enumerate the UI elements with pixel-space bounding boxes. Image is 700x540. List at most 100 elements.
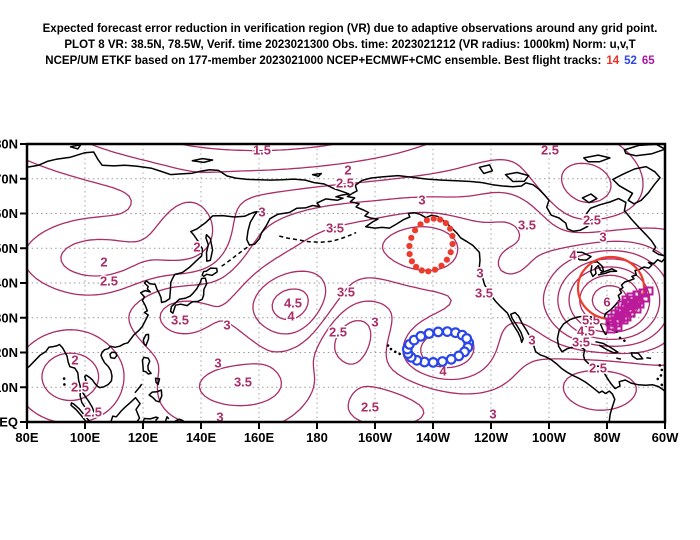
- contour-label-3: 3: [418, 193, 425, 208]
- contour-label-3: 3: [371, 315, 378, 330]
- sulawesi-tip-coastline: [142, 416, 159, 422]
- contour-label-2.5: 2.5: [583, 213, 601, 228]
- halmahera-coastline: [164, 416, 170, 422]
- hawaii-island-dot: [394, 350, 397, 354]
- hawaii-island-dot: [386, 344, 390, 347]
- contour-label-2: 2: [71, 353, 78, 368]
- y-axis-label-40N: 40N: [0, 276, 18, 291]
- lesser-antilles-island-dot: [656, 377, 660, 381]
- contour-label-4: 4: [287, 309, 295, 324]
- y-axis-label-70N: 70N: [0, 171, 18, 186]
- contour-label-3.5: 3.5: [234, 375, 252, 390]
- contour-label-2: 2: [100, 255, 107, 270]
- contour-label-1.5: 1.5: [253, 143, 271, 158]
- flight-track-65-magenta-squares: [605, 286, 654, 334]
- taiwan-coastline: [142, 333, 150, 347]
- best-flight-track-number-1: 14: [606, 55, 620, 67]
- lesser-antilles-island-dot: [660, 368, 664, 372]
- contour-label-4.5: 4.5: [577, 324, 595, 339]
- x-axis-label-140E: 140E: [186, 430, 217, 445]
- contour-label-3: 3: [599, 230, 606, 245]
- x-axis-label-60W: 60W: [652, 430, 679, 445]
- samar-coastline: [154, 377, 161, 386]
- andaman-island-dot: [62, 377, 66, 380]
- title-line-1: Expected forecast error reduction in ver…: [42, 23, 658, 35]
- flight-track-52-blue-circles: [401, 326, 475, 368]
- contour-label-3.5: 3.5: [572, 335, 590, 350]
- contour-label-3.5: 3.5: [518, 218, 536, 233]
- bahamas-island-dot: [623, 339, 626, 342]
- contour-label-4: 4: [569, 248, 577, 263]
- contour-label-2.5: 2.5: [589, 361, 607, 376]
- lesser-antilles-island-dot: [658, 364, 662, 367]
- cuba-coastline: [595, 340, 619, 354]
- x-axis-label-120W: 120W: [474, 430, 509, 445]
- contour-label-3.5: 3.5: [337, 285, 355, 300]
- kurils-coastline: [218, 246, 248, 269]
- x-axis-label-80E: 80E: [15, 430, 38, 445]
- jamaica-coastline: [616, 357, 622, 360]
- contour-label-2.5: 2.5: [71, 380, 89, 395]
- wrangel-island-coastline: [311, 172, 323, 178]
- contour-label-2.5: 2.5: [100, 274, 118, 289]
- y-axis-label-60N: 60N: [0, 206, 18, 221]
- contour-label-2.5: 2.5: [84, 405, 102, 420]
- contour-label-2: 2: [344, 163, 351, 178]
- contour-label-3: 3: [216, 410, 223, 425]
- luzon-coastline: [141, 356, 152, 375]
- mindanao-coastline: [148, 389, 163, 403]
- contour-label-4.5: 4.5: [284, 296, 302, 311]
- figure-title: Expected forecast error reduction in ver…: [0, 21, 700, 69]
- contour-label-2.5: 2.5: [541, 143, 559, 158]
- hawaii-island-dot: [389, 347, 393, 351]
- contour-label-3.5: 3.5: [475, 286, 493, 301]
- flight-track-14-red-dots: [406, 215, 456, 275]
- contour-label-3: 3: [258, 205, 265, 220]
- contour-label-3: 3: [214, 356, 221, 371]
- contour-label-3: 3: [528, 333, 535, 348]
- banks-island-coastline: [478, 164, 494, 175]
- andaman-island-dot: [63, 383, 66, 386]
- victoria-island-coastline: [504, 171, 530, 183]
- title-line-3: NCEP/UM ETKF based on 177-member 2023021…: [0, 53, 700, 69]
- lake-erie-ontario-coastline: [597, 268, 618, 276]
- puerto-rico-coastline: [646, 356, 652, 360]
- y-axis-label-80N: 80N: [0, 137, 18, 152]
- eurasia-coastline: [26, 151, 350, 418]
- hainan-coastline: [109, 351, 118, 360]
- x-axis-label-180: 180: [306, 430, 328, 445]
- lake-michigan-huron-coastline: [590, 261, 605, 278]
- map-frame-and-axes: EQ 10N 20N 30N 40N 50N 60N 70N 80N 80E 100E 120E 140…: [0, 137, 679, 446]
- ellesmere-island-coastline: [623, 143, 666, 157]
- contour-label-4: 4: [439, 364, 447, 379]
- contour-label-2: 2: [193, 240, 200, 255]
- hispaniola-coastline: [630, 352, 644, 360]
- palawan-coastline: [134, 383, 143, 394]
- contour-label-2.5: 2.5: [336, 176, 354, 191]
- contour-label-3.5: 3.5: [171, 313, 189, 328]
- contour-label-3: 3: [223, 318, 230, 333]
- new-siberian-islands-coastline: [191, 157, 214, 164]
- coastlines: [26, 143, 666, 423]
- contour-label-2.5: 2.5: [361, 400, 379, 415]
- best-flight-track-number-3: 65: [641, 55, 655, 67]
- hawaii-island-dot: [398, 352, 401, 356]
- x-axis-label-160E: 160E: [244, 430, 275, 445]
- japan-honshu-coastline: [169, 277, 208, 314]
- severnaya-zemlya-coastline: [69, 143, 82, 150]
- lesser-antilles-island-dot: [660, 383, 664, 387]
- y-axis-label-50N: 50N: [0, 241, 18, 256]
- x-axis-label-80W: 80W: [594, 430, 621, 445]
- title-line-3-text: NCEP/UM ETKF based on 177-member 2023021…: [45, 55, 602, 67]
- lake-superior-coastline: [572, 251, 592, 261]
- contour-label-3: 3: [489, 407, 496, 422]
- arctic-north-america-coastline: [351, 174, 666, 257]
- lesser-antilles-island-dot: [659, 374, 663, 377]
- japan-hokkaido-coastline: [201, 267, 218, 278]
- best-flight-track-number-2: 52: [624, 55, 637, 67]
- y-axis-label-20N: 20N: [0, 345, 18, 360]
- y-axis-label-30N: 30N: [0, 310, 18, 325]
- north-america-west-coastline: [346, 193, 616, 422]
